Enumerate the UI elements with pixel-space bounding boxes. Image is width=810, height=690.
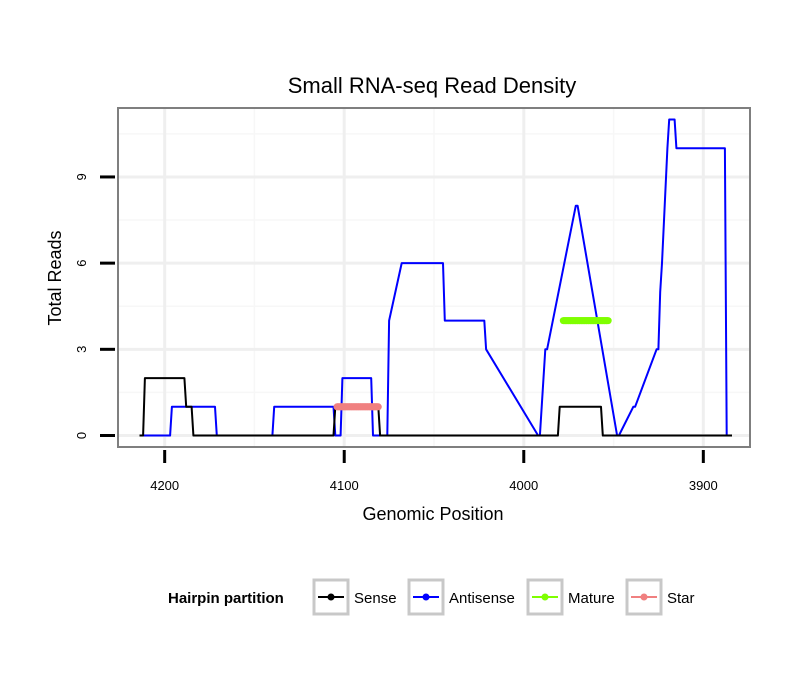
x-axis-title: Genomic Position	[362, 504, 503, 524]
legend-label-sense: Sense	[354, 590, 397, 607]
plot-border	[117, 107, 751, 448]
y-tick-label: 9	[74, 173, 89, 180]
legend-swatch-point-star	[640, 593, 648, 601]
x-tick-label: 4100	[330, 478, 359, 493]
x-axis: 4200 4100 4000 3900	[150, 450, 718, 493]
series-layer	[139, 118, 732, 437]
legend-entry-sense: Sense	[312, 578, 397, 616]
chart-title: Small RNA-seq Read Density	[288, 73, 577, 98]
x-tick-label: 4200	[150, 478, 179, 493]
legend-label-antisense: Antisense	[449, 590, 515, 607]
x-tick-label: 4000	[509, 478, 538, 493]
series-sense-line	[139, 377, 732, 437]
legend-entry-mature: Mature	[526, 578, 615, 616]
x-tick-label: 3900	[689, 478, 718, 493]
series-mature-point	[559, 317, 567, 325]
legend-entry-star: Star	[625, 578, 695, 616]
legend-label-star: Star	[667, 590, 695, 607]
y-tick-label: 0	[74, 432, 89, 439]
y-axis: 0 3 6 9	[74, 173, 115, 439]
y-axis-title: Total Reads	[45, 230, 65, 325]
legend-entries: Sense Antisense Mature Star	[312, 578, 695, 616]
plot-panel	[117, 107, 751, 448]
legend-label-mature: Mature	[568, 590, 615, 607]
legend-title: Hairpin partition	[168, 590, 284, 607]
y-tick-label: 3	[74, 346, 89, 353]
legend: Hairpin partition Sense Antisense Mature St…	[168, 578, 695, 616]
legend-entry-antisense: Antisense	[407, 578, 515, 616]
y-tick-label: 6	[74, 259, 89, 266]
legend-swatch-point-sense	[327, 593, 335, 601]
series-star-point	[333, 403, 341, 411]
legend-swatch-point-mature	[541, 593, 549, 601]
legend-swatch-point-antisense	[422, 593, 430, 601]
